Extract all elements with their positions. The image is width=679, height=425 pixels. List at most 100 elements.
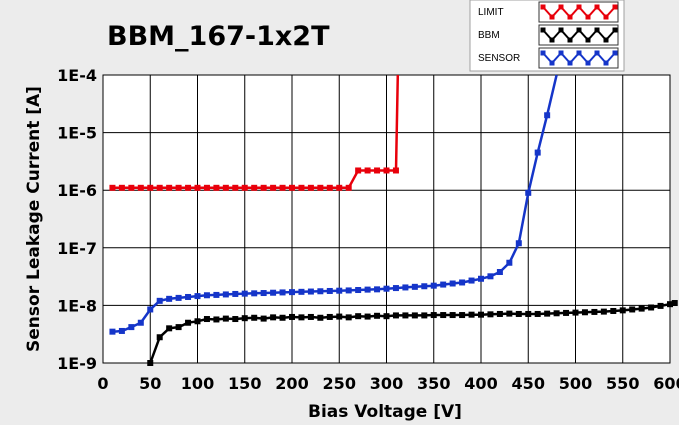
data-point bbox=[279, 289, 286, 296]
data-point bbox=[222, 315, 229, 322]
data-point bbox=[270, 289, 277, 296]
data-point bbox=[581, 309, 588, 316]
data-point bbox=[402, 312, 409, 319]
x-tick-label: 100 bbox=[181, 374, 214, 393]
data-point bbox=[185, 319, 192, 326]
series-layer bbox=[109, 74, 678, 366]
data-point bbox=[326, 287, 333, 294]
y-tick-label: 1E-8 bbox=[57, 296, 97, 315]
data-point bbox=[336, 313, 343, 320]
legend-marker bbox=[612, 4, 618, 10]
x-tick-label: 450 bbox=[512, 374, 545, 393]
legend-marker bbox=[549, 37, 555, 43]
data-point bbox=[336, 184, 343, 191]
x-tick-label: 250 bbox=[323, 374, 356, 393]
data-point bbox=[411, 312, 418, 319]
legend-marker bbox=[567, 60, 573, 66]
data-point bbox=[496, 269, 503, 276]
data-point bbox=[496, 310, 503, 317]
data-point bbox=[213, 184, 220, 191]
data-point bbox=[307, 288, 314, 295]
legend[interactable]: LIMIT BBM SENSOR bbox=[469, 0, 625, 72]
data-point bbox=[213, 316, 220, 323]
data-point bbox=[449, 280, 456, 287]
data-point bbox=[166, 295, 173, 302]
legend-marker bbox=[540, 4, 546, 10]
data-point bbox=[128, 184, 135, 191]
legend-marker bbox=[540, 50, 546, 56]
data-point bbox=[600, 308, 607, 315]
data-point bbox=[383, 167, 390, 174]
data-point bbox=[402, 284, 409, 291]
data-point bbox=[260, 184, 267, 191]
x-axis-label: Bias Voltage [V] bbox=[308, 402, 462, 422]
data-point bbox=[298, 288, 305, 295]
data-point bbox=[194, 184, 201, 191]
legend-marker bbox=[576, 50, 582, 56]
data-point bbox=[392, 167, 399, 174]
legend-marker bbox=[558, 50, 564, 56]
data-point bbox=[544, 112, 551, 119]
data-point bbox=[591, 308, 598, 315]
data-point bbox=[525, 310, 532, 317]
data-point bbox=[128, 324, 135, 331]
data-point bbox=[553, 310, 560, 317]
data-point bbox=[440, 281, 447, 288]
data-point bbox=[459, 279, 466, 286]
plot-frame bbox=[102, 74, 671, 364]
data-point bbox=[251, 184, 258, 191]
data-point bbox=[355, 167, 362, 174]
data-point bbox=[194, 318, 201, 325]
data-point bbox=[232, 184, 239, 191]
data-point bbox=[156, 184, 163, 191]
data-point bbox=[478, 275, 484, 282]
data-point bbox=[563, 309, 570, 316]
data-point bbox=[203, 316, 210, 323]
data-point bbox=[175, 294, 182, 301]
data-point bbox=[345, 184, 352, 191]
legend-marker bbox=[567, 14, 573, 20]
data-point bbox=[487, 273, 494, 280]
data-point bbox=[194, 293, 201, 300]
legend-label: SENSOR bbox=[478, 53, 520, 64]
data-point bbox=[430, 282, 437, 289]
data-point bbox=[270, 184, 277, 191]
data-point bbox=[118, 327, 125, 334]
data-point bbox=[430, 312, 437, 319]
data-point bbox=[289, 184, 295, 191]
legend-marker bbox=[594, 4, 600, 10]
legend-label: LIMIT bbox=[478, 7, 504, 18]
data-point bbox=[156, 334, 163, 341]
data-point bbox=[383, 313, 390, 320]
data-point bbox=[307, 313, 314, 320]
data-point bbox=[411, 283, 418, 290]
data-point bbox=[109, 184, 116, 191]
legend-marker bbox=[540, 27, 546, 33]
x-tick-label: 50 bbox=[139, 374, 161, 393]
data-point bbox=[185, 293, 192, 300]
data-point bbox=[307, 184, 314, 191]
data-point bbox=[279, 184, 286, 191]
data-point bbox=[468, 311, 475, 318]
data-point bbox=[222, 184, 229, 191]
y-tick-labels: 1E-9 1E-8 1E-7 1E-6 1E-5 1E-4 bbox=[57, 66, 97, 373]
data-point bbox=[213, 291, 220, 298]
data-point bbox=[109, 328, 116, 335]
x-tick-label: 550 bbox=[606, 374, 639, 393]
data-point bbox=[440, 312, 447, 319]
data-point bbox=[638, 305, 645, 312]
data-point bbox=[459, 312, 466, 319]
data-point bbox=[270, 314, 277, 321]
data-point bbox=[355, 287, 362, 294]
x-tick-label: 200 bbox=[275, 374, 308, 393]
y-axis-label: Sensor Leakage Current [A] bbox=[24, 86, 44, 352]
data-point bbox=[317, 314, 324, 321]
data-point bbox=[364, 286, 371, 293]
data-point bbox=[345, 314, 352, 321]
y-tick-label: 1E-5 bbox=[57, 124, 97, 143]
legend-marker bbox=[549, 60, 555, 66]
data-point bbox=[534, 310, 541, 317]
data-point bbox=[544, 310, 551, 317]
data-point bbox=[383, 285, 390, 292]
